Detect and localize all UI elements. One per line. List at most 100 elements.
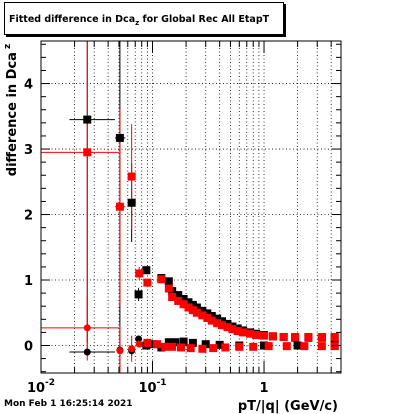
data-point xyxy=(83,148,92,157)
y-tick-label: 1 xyxy=(24,274,33,289)
data-point xyxy=(164,277,173,286)
data-point xyxy=(218,321,227,330)
chart-title: Fitted difference in Dcaz for Global Rec… xyxy=(9,14,269,27)
data-point xyxy=(134,290,143,299)
data-point xyxy=(143,278,152,287)
data-point xyxy=(330,332,339,341)
data-markers xyxy=(83,115,339,356)
data-point xyxy=(203,309,212,318)
data-point xyxy=(201,340,210,349)
data-point xyxy=(198,306,207,315)
data-point xyxy=(188,300,197,309)
data-point xyxy=(174,291,183,300)
data-point xyxy=(184,303,193,312)
data-point xyxy=(282,342,291,351)
data-point xyxy=(317,332,326,341)
data-point xyxy=(221,343,230,352)
data-point xyxy=(186,344,195,353)
data-point xyxy=(213,319,222,328)
data-point xyxy=(176,343,185,352)
data-point xyxy=(127,172,136,181)
grid xyxy=(40,41,341,373)
data-point xyxy=(300,342,309,351)
data-point xyxy=(168,342,177,351)
data-point xyxy=(207,316,216,325)
data-point xyxy=(291,332,300,341)
data-point xyxy=(264,342,273,351)
data-point xyxy=(157,275,166,284)
title-prefix: Fitted difference in Dca xyxy=(9,14,136,25)
x-tick-label: 10-2 xyxy=(27,378,55,396)
data-point xyxy=(127,198,136,207)
data-point xyxy=(239,328,248,337)
data-point xyxy=(207,312,216,321)
x-axis-label: pT/|q| (GeV/c) xyxy=(238,399,338,414)
data-point xyxy=(213,314,222,323)
data-point xyxy=(317,342,326,351)
data-point xyxy=(143,338,152,347)
data-point xyxy=(198,344,207,353)
axis-ticks: 10-2 10-1 1 0 1 2 3 4 xyxy=(24,41,341,396)
data-point xyxy=(135,269,144,278)
title-box: Fitted difference in Dcaz for Global Rec… xyxy=(4,2,284,35)
data-point xyxy=(235,342,244,351)
y-tick-label: 4 xyxy=(24,78,33,93)
data-point xyxy=(116,347,124,355)
data-point xyxy=(142,266,151,275)
data-point xyxy=(304,332,313,341)
data-point xyxy=(268,332,277,341)
data-point xyxy=(184,298,193,307)
data-point xyxy=(246,329,255,338)
data-point xyxy=(83,324,91,332)
data-point xyxy=(83,348,91,356)
data-point xyxy=(228,325,237,334)
y-axis-label-main: difference in Dca xyxy=(5,52,20,176)
data-point xyxy=(164,338,173,347)
data-point xyxy=(203,313,212,322)
data-point xyxy=(168,293,177,302)
data-point xyxy=(192,303,201,312)
error-bars xyxy=(41,41,162,373)
data-point xyxy=(223,323,232,332)
data-point xyxy=(233,327,242,336)
data-point xyxy=(249,342,258,351)
data-point xyxy=(148,340,157,349)
data-point xyxy=(209,344,218,353)
data-point xyxy=(188,338,197,347)
y-tick-label: 2 xyxy=(24,209,33,224)
timestamp: Mon Feb 1 16:25:14 2021 xyxy=(4,399,133,409)
data-point xyxy=(174,296,183,305)
data-point xyxy=(83,115,92,124)
y-axis-label: difference in Dca z xyxy=(3,44,20,176)
data-point xyxy=(260,341,269,350)
data-point xyxy=(192,308,201,317)
data-point xyxy=(252,331,261,340)
data-point xyxy=(179,337,188,346)
data-point xyxy=(171,338,180,347)
data-point xyxy=(260,331,269,340)
data-point xyxy=(293,341,302,350)
x-tick-label: 1 xyxy=(260,381,269,396)
data-point xyxy=(330,342,339,351)
y-tick-label: 0 xyxy=(24,339,33,354)
data-point xyxy=(179,295,188,304)
data-point xyxy=(115,202,124,211)
data-point xyxy=(128,345,136,353)
data-point xyxy=(135,335,143,343)
data-point xyxy=(135,340,143,348)
x-tick-label: 10-1 xyxy=(138,378,166,396)
data-point xyxy=(161,342,170,351)
data-point xyxy=(164,284,173,293)
data-point xyxy=(179,300,188,309)
y-tick-label: 3 xyxy=(24,143,33,158)
data-point xyxy=(153,340,162,349)
y-axis-label-sub: z xyxy=(3,44,13,49)
plot-frame xyxy=(40,40,342,374)
data-point xyxy=(188,306,197,315)
data-point xyxy=(279,332,288,341)
title-subscript: z xyxy=(135,18,140,27)
data-point xyxy=(215,340,224,349)
title-suffix: for Global Rec All EtapT xyxy=(139,14,270,25)
data-point xyxy=(115,133,124,142)
